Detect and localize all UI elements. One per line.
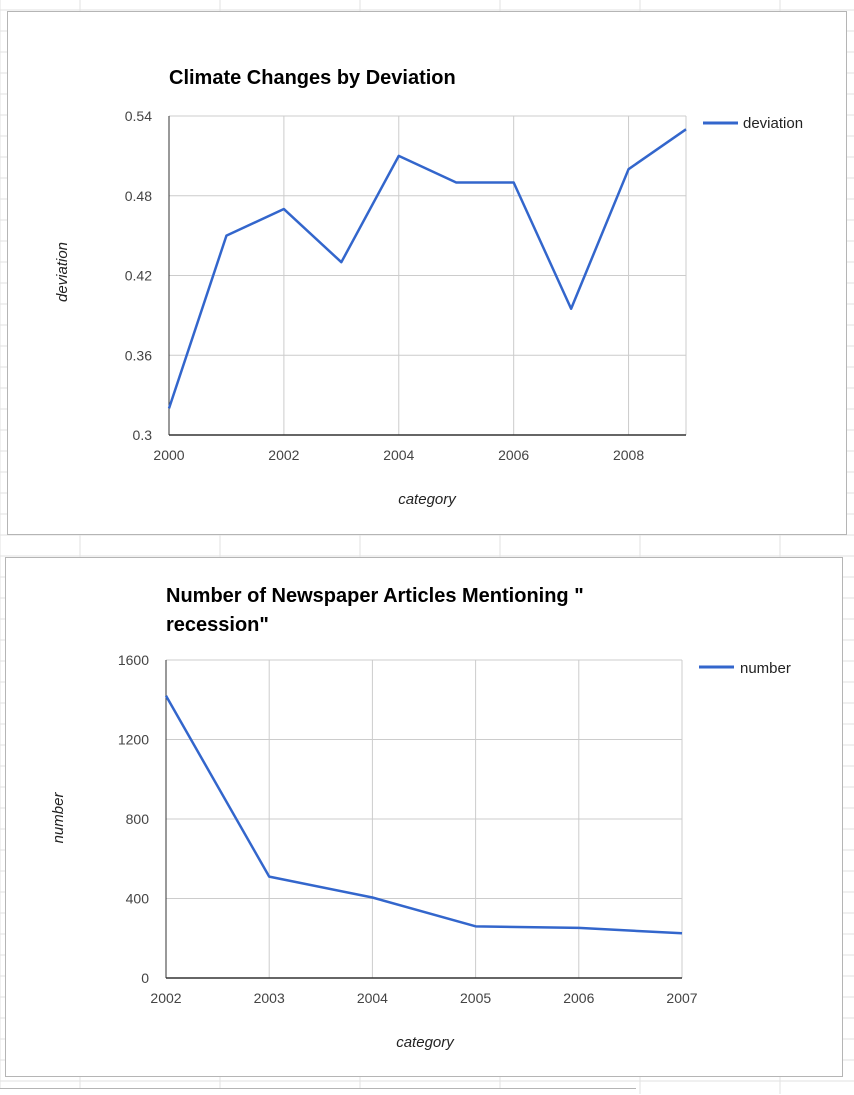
data-point-deviation[interactable] xyxy=(395,152,403,160)
data-point-deviation[interactable] xyxy=(280,205,288,213)
data-point-deviation[interactable] xyxy=(510,178,518,186)
x-tick-label: 2007 xyxy=(666,990,697,1006)
y-tick-label: 0 xyxy=(141,970,149,986)
data-point-deviation[interactable] xyxy=(222,232,230,240)
series-line-number[interactable] xyxy=(164,695,683,935)
x-tick-label: 2004 xyxy=(357,990,388,1006)
x-tick-label: 2002 xyxy=(150,990,181,1006)
y-tick-label: 0.3 xyxy=(133,427,153,443)
y-tick-label: 1600 xyxy=(118,652,149,668)
y-tick-label: 0.54 xyxy=(125,108,152,124)
y-tick-label: 0.48 xyxy=(125,188,152,204)
data-point-number[interactable] xyxy=(265,873,273,881)
y-axis-title: number xyxy=(50,792,67,844)
x-tick-label: 2004 xyxy=(383,447,414,463)
legend[interactable]: deviation xyxy=(703,115,803,132)
x-axis-title: category xyxy=(396,1034,455,1051)
next-chart-edge xyxy=(0,1088,636,1095)
data-point-deviation[interactable] xyxy=(337,258,345,266)
data-point-deviation[interactable] xyxy=(682,125,690,133)
y-axis-title: deviation xyxy=(54,242,71,302)
x-tick-label: 2002 xyxy=(268,447,299,463)
x-tick-label: 2005 xyxy=(460,990,491,1006)
chart-title-line-2: recession" xyxy=(166,614,269,636)
x-tick-label: 2006 xyxy=(498,447,529,463)
x-tick-label: 2000 xyxy=(153,447,184,463)
climate-deviation-chart-svg: Climate Changes by Deviation deviation c… xyxy=(54,67,803,508)
data-point-deviation[interactable] xyxy=(165,404,173,412)
legend-label-number: number xyxy=(740,660,791,677)
data-point-number[interactable] xyxy=(472,922,480,930)
y-tick-label: 1200 xyxy=(118,732,149,748)
y-tick-label: 0.36 xyxy=(125,347,152,363)
recession-articles-chart-svg: Number of Newspaper Articles Mentioning … xyxy=(50,585,791,1051)
series-line-deviation[interactable] xyxy=(167,128,687,409)
data-point-deviation[interactable] xyxy=(625,165,633,173)
chart-title: Climate Changes by Deviation xyxy=(169,67,456,89)
y-tick-label: 400 xyxy=(126,891,150,907)
y-tick-label: 0.42 xyxy=(125,268,152,284)
data-point-deviation[interactable] xyxy=(452,178,460,186)
x-tick-label: 2003 xyxy=(254,990,285,1006)
climate-deviation-chart[interactable]: Climate Changes by Deviation deviation c… xyxy=(7,11,847,535)
data-point-number[interactable] xyxy=(162,692,170,700)
chart-title-line-1: Number of Newspaper Articles Mentioning … xyxy=(166,585,584,607)
data-point-deviation[interactable] xyxy=(567,305,575,313)
y-tick-label: 800 xyxy=(126,811,150,827)
legend[interactable]: number xyxy=(699,660,791,677)
data-point-number[interactable] xyxy=(368,894,376,902)
x-tick-label: 2006 xyxy=(563,990,594,1006)
data-point-number[interactable] xyxy=(575,924,583,932)
data-point-number[interactable] xyxy=(678,929,686,937)
x-axis-title: category xyxy=(398,491,457,508)
x-tick-label: 2008 xyxy=(613,447,644,463)
recession-articles-chart[interactable]: Number of Newspaper Articles Mentioning … xyxy=(5,557,843,1077)
legend-label-deviation: deviation xyxy=(743,115,803,132)
